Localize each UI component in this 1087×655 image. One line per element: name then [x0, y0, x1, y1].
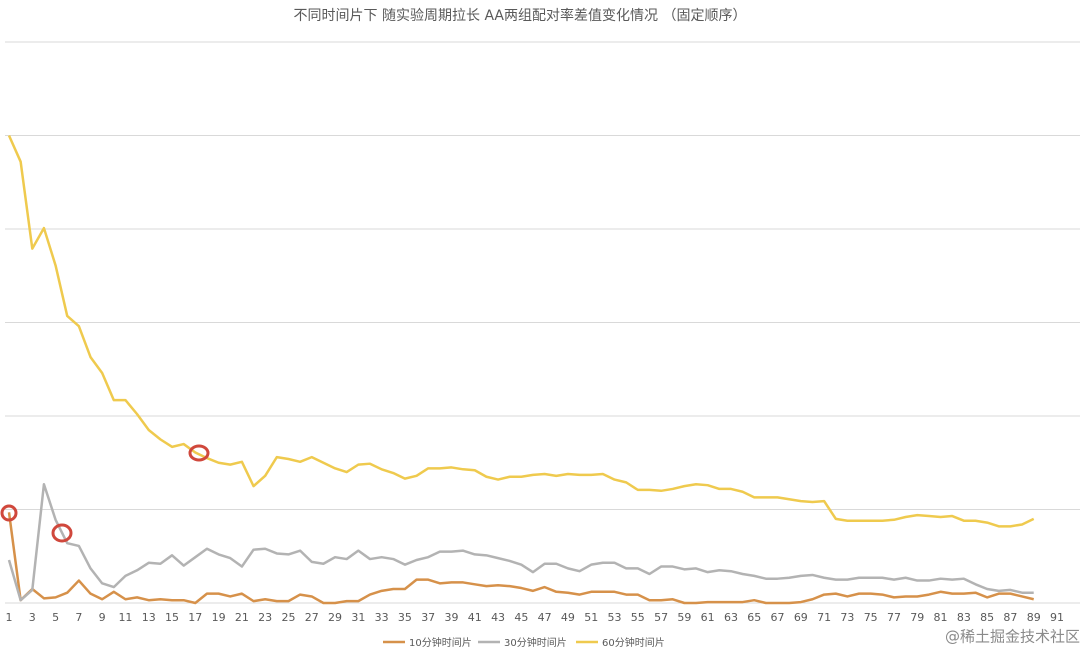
x-tick-label: 3 — [29, 611, 36, 624]
x-tick-label: 89 — [1027, 611, 1041, 624]
legend-label: 10分钟时间片 — [409, 636, 472, 649]
x-tick-label: 91 — [1050, 611, 1064, 624]
x-tick-label: 35 — [398, 611, 412, 624]
highlight-circle — [0, 504, 18, 522]
x-tick-label: 63 — [724, 611, 738, 624]
x-tick-label: 53 — [608, 611, 622, 624]
x-tick-label: 67 — [771, 611, 785, 624]
watermark: @稀土掘金技术社区 — [945, 628, 1080, 646]
legend-label: 30分钟时间片 — [504, 636, 567, 649]
x-tick-label: 47 — [538, 611, 552, 624]
x-tick-label: 29 — [328, 611, 342, 624]
x-tick-label: 55 — [631, 611, 645, 624]
x-tick-label: 75 — [864, 611, 878, 624]
x-tick-label: 69 — [794, 611, 808, 624]
x-tick-label: 7 — [75, 611, 82, 624]
line-series — [7, 134, 1035, 528]
highlight-circle — [188, 444, 210, 462]
x-tick-label: 15 — [165, 611, 179, 624]
x-tick-label: 43 — [491, 611, 505, 624]
x-tick-label: 5 — [52, 611, 59, 624]
x-tick-label: 77 — [887, 611, 901, 624]
highlight-circle — [51, 523, 73, 543]
line-series — [7, 512, 1035, 605]
x-tick-label: 87 — [1003, 611, 1017, 624]
x-tick-label: 23 — [258, 611, 272, 624]
x-tick-label: 17 — [188, 611, 202, 624]
legend-item: 60分钟时间片 — [576, 636, 665, 649]
x-tick-label: 79 — [910, 611, 924, 624]
legend-item: 10分钟时间片 — [383, 636, 472, 649]
x-tick-label: 9 — [99, 611, 106, 624]
x-tick-label: 71 — [817, 611, 831, 624]
x-tick-label: 81 — [934, 611, 948, 624]
x-tick-label: 31 — [351, 611, 365, 624]
x-tick-label: 49 — [561, 611, 575, 624]
chart-title: 不同时间片下 随实验周期拉长 AA两组配对率差值变化情况 （固定顺序） — [294, 7, 747, 24]
x-tick-label: 21 — [235, 611, 249, 624]
x-tick-label: 11 — [118, 611, 132, 624]
annotations — [0, 444, 210, 543]
x-tick-label: 73 — [840, 611, 854, 624]
x-tick-label: 13 — [142, 611, 156, 624]
legend-label: 60分钟时间片 — [602, 636, 665, 649]
x-tick-label: 45 — [514, 611, 528, 624]
x-tick-label: 83 — [957, 611, 971, 624]
x-tick-label: 57 — [654, 611, 668, 624]
x-tick-label: 27 — [305, 611, 319, 624]
legend-item: 30分钟时间片 — [478, 636, 567, 649]
x-tick-label: 25 — [281, 611, 295, 624]
x-tick-label: 33 — [375, 611, 389, 624]
plot-area: 1 3 5 7 9 11 13 15 17 19 21 23 25 27 29 31 33 35 37 39 41 43 4… — [5, 41, 1080, 624]
x-tick-label: 65 — [747, 611, 761, 624]
x-tick-label: 1 — [6, 611, 13, 624]
x-tick-label: 39 — [444, 611, 458, 624]
x-tick-label: 61 — [701, 611, 715, 624]
x-tick-label: 85 — [980, 611, 994, 624]
x-tick-label: 41 — [468, 611, 482, 624]
x-tick-label: 51 — [584, 611, 598, 624]
line-series — [7, 483, 1034, 602]
x-tick-label: 19 — [212, 611, 226, 624]
x-tick-label: 37 — [421, 611, 435, 624]
x-tick-label: 59 — [677, 611, 691, 624]
